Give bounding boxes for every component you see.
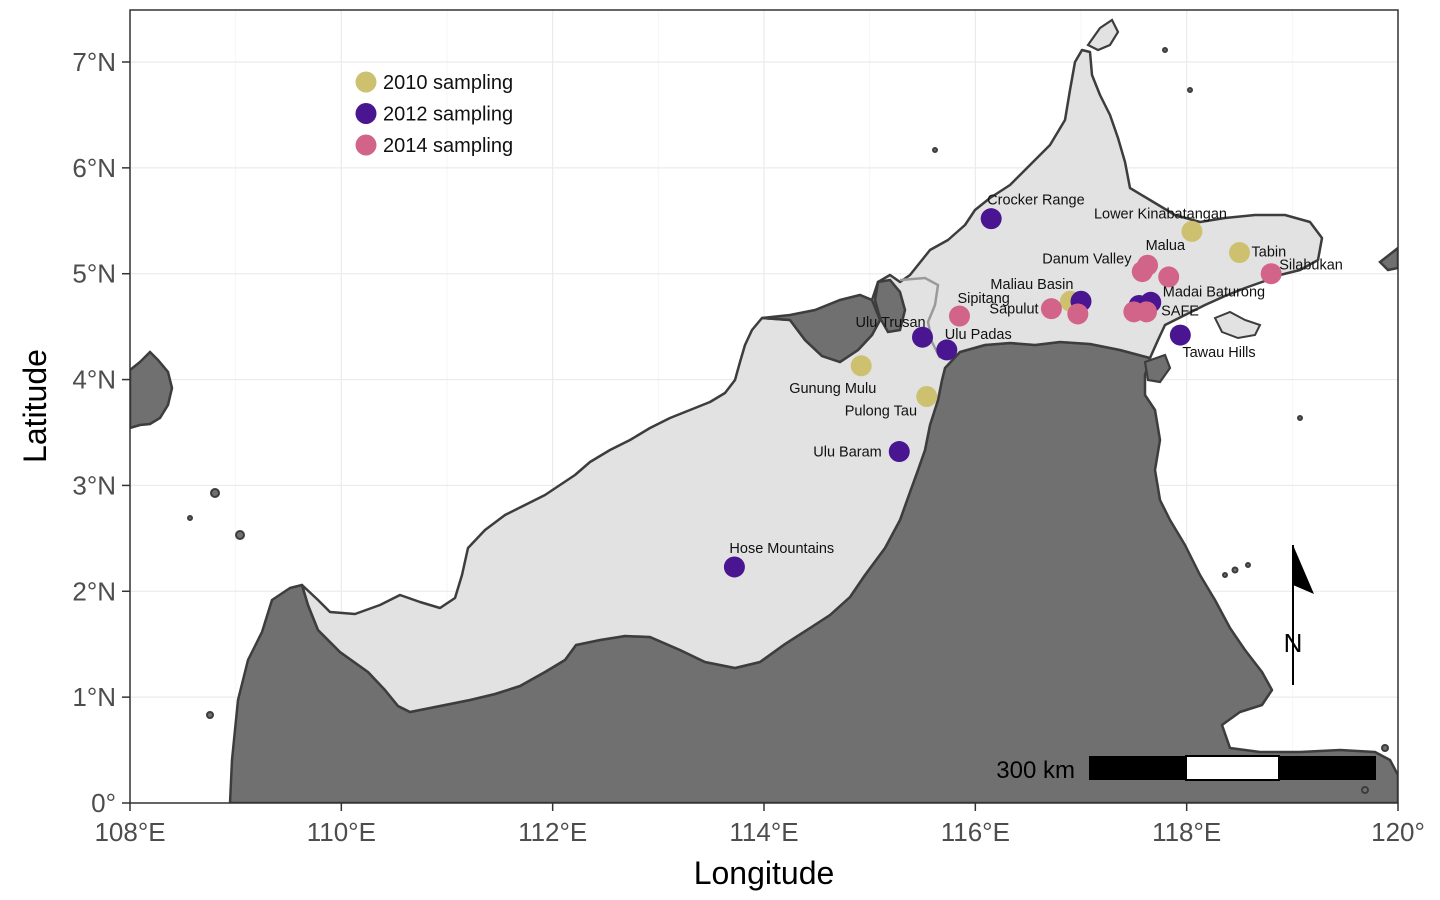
site-point bbox=[912, 326, 933, 348]
north-arrow-head bbox=[1293, 545, 1314, 594]
site-label: Danum Valley bbox=[1042, 252, 1132, 268]
site-point bbox=[948, 305, 970, 327]
site-point bbox=[1158, 266, 1180, 288]
site-point bbox=[916, 386, 938, 408]
natuna-island bbox=[130, 350, 174, 430]
site-point bbox=[1136, 301, 1158, 323]
y-tick-label: 7°N bbox=[72, 47, 116, 77]
site-label: Pulong Tau bbox=[845, 404, 917, 420]
site-label: Lower Kinabatangan bbox=[1094, 206, 1227, 222]
site-label: Silabukan bbox=[1279, 258, 1343, 274]
y-axis: 0° 1°N 2°N 3°N 4°N 5°N 6°N 7°N bbox=[72, 47, 130, 818]
site-point bbox=[1040, 298, 1062, 320]
site-label: Gunung Mulu bbox=[789, 381, 876, 397]
legend-key-2012 bbox=[355, 103, 377, 124]
y-axis-title: Latitude bbox=[17, 349, 53, 463]
x-axis-title: Longitude bbox=[694, 855, 835, 891]
site-label: Sipitang bbox=[957, 291, 1009, 307]
site-label: Ulu Padas bbox=[945, 327, 1012, 343]
x-tick-label: 112°E bbox=[518, 817, 587, 847]
y-tick-label: 3°N bbox=[72, 470, 116, 500]
legend-label-2014: 2014 sampling bbox=[383, 135, 513, 157]
y-tick-label: 2°N bbox=[72, 576, 116, 606]
y-tick-label: 5°N bbox=[72, 259, 116, 289]
x-tick-label: 118°E bbox=[1152, 817, 1221, 847]
x-tick-label: 120° bbox=[1371, 817, 1425, 847]
study-region-landmass bbox=[300, 48, 1324, 714]
legend-key-2010 bbox=[355, 71, 377, 93]
site-point bbox=[1260, 263, 1282, 285]
semporna-islands bbox=[1213, 310, 1262, 340]
legend-label-2010: 2010 sampling bbox=[383, 72, 513, 94]
y-tick-label: 0° bbox=[91, 788, 116, 818]
site-label: Ulu Trusan bbox=[856, 315, 926, 331]
x-tick-label: 114°E bbox=[729, 817, 798, 847]
north-arrow: N bbox=[1284, 545, 1314, 685]
site-point bbox=[723, 556, 745, 578]
x-axis: 108°E 110°E 112°E 114°E 116°E 118°E 120° bbox=[94, 803, 1425, 847]
scale-bar-segment-1 bbox=[1089, 756, 1186, 780]
scale-bar-segment-2 bbox=[1185, 755, 1280, 781]
site-point bbox=[1169, 324, 1191, 346]
state-border bbox=[899, 276, 942, 359]
site-label: Tawau Hills bbox=[1182, 345, 1255, 361]
brunei-landmass bbox=[761, 293, 882, 364]
x-tick-label: 116°E bbox=[941, 817, 1010, 847]
sulawesi-landmass bbox=[1378, 246, 1398, 272]
y-tick-label: 6°N bbox=[72, 153, 116, 183]
site-label: SAFE bbox=[1161, 303, 1199, 319]
site-point bbox=[888, 441, 910, 463]
scale-bar-label: 300 km bbox=[996, 757, 1075, 784]
site-label: Ulu Baram bbox=[813, 445, 882, 461]
x-tick-label: 110°E bbox=[307, 817, 376, 847]
y-tick-label: 4°N bbox=[72, 365, 116, 395]
site-label: Sapulut bbox=[989, 302, 1038, 318]
legend-label-2012: 2012 sampling bbox=[383, 104, 513, 126]
site-label: Malua bbox=[1146, 238, 1186, 254]
site-point bbox=[1067, 303, 1089, 325]
site-label: Tabin bbox=[1252, 245, 1287, 261]
site-point bbox=[936, 339, 958, 361]
scale-bar: 300 km bbox=[996, 755, 1376, 784]
site-label: Madai Baturong bbox=[1163, 284, 1265, 300]
site-point bbox=[850, 355, 872, 377]
land-layer bbox=[130, 18, 1398, 803]
site-point bbox=[980, 208, 1002, 230]
sebatik-island bbox=[1143, 353, 1172, 384]
site-label: Crocker Range bbox=[987, 193, 1085, 209]
brunei-temburong bbox=[873, 278, 907, 334]
site-label: Maliau Basin bbox=[990, 277, 1073, 293]
sampling-sites: Crocker Range Lower Kinabatangan Tabin Malu… bbox=[723, 193, 1343, 578]
y-tick-label: 1°N bbox=[72, 682, 116, 712]
scale-bar-segment-3 bbox=[1279, 756, 1376, 780]
banggi-island bbox=[1086, 18, 1120, 52]
site-point bbox=[1181, 220, 1203, 242]
site-point bbox=[1229, 242, 1250, 264]
x-tick-label: 108°E bbox=[94, 817, 165, 847]
legend-key-2014 bbox=[355, 134, 377, 156]
site-point bbox=[1131, 261, 1153, 283]
north-arrow-label: N bbox=[1284, 628, 1303, 658]
site-label: Hose Mountains bbox=[729, 541, 834, 557]
legend: 2010 sampling 2012 sampling 2014 sampling bbox=[355, 71, 513, 157]
small-islands bbox=[187, 47, 1389, 794]
